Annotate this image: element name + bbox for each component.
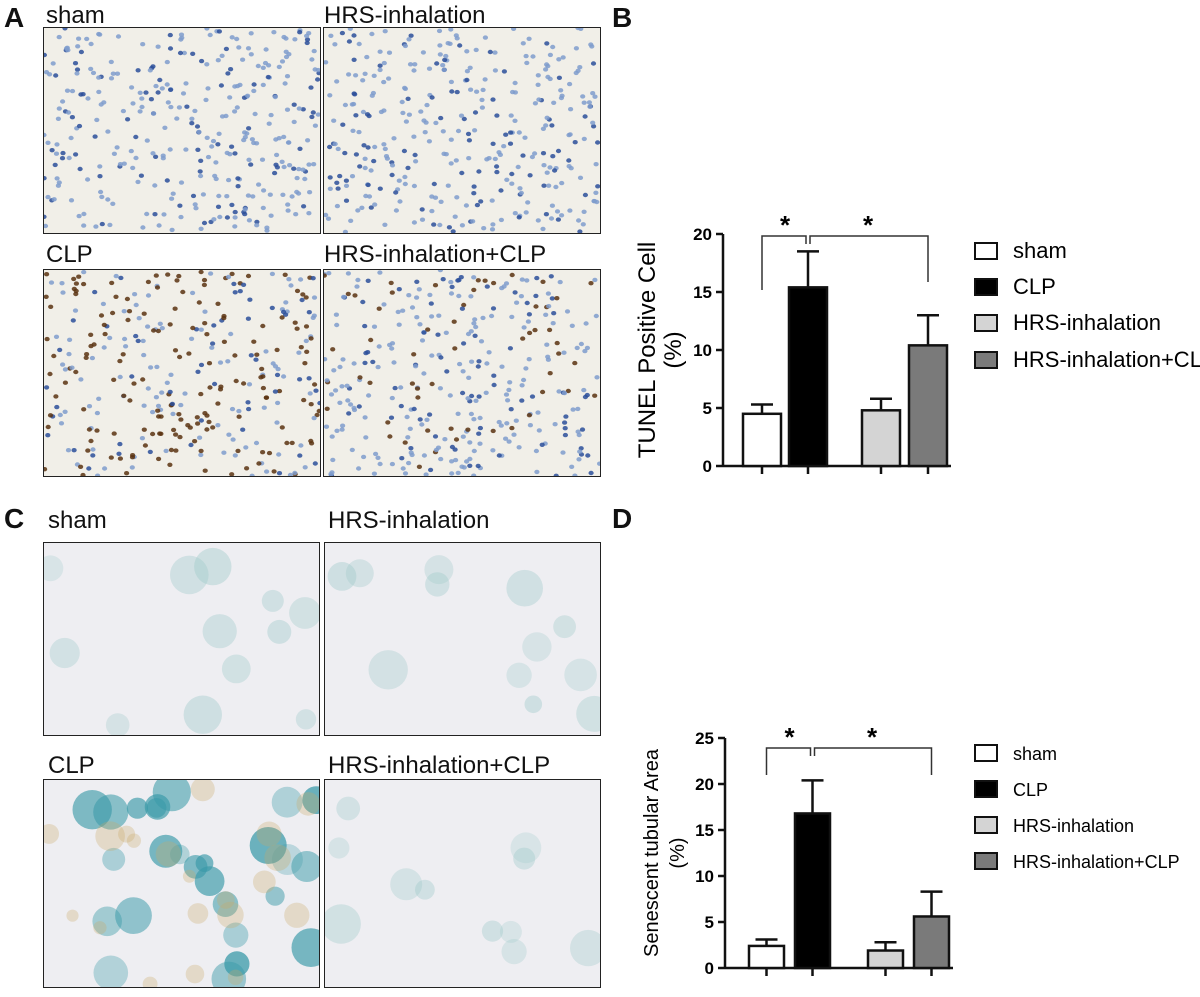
micrograph-a-hrs-clp (323, 269, 601, 477)
d-y-tick-label: 5 (705, 913, 714, 932)
d-legend-label: HRS-inhalation+CLP (1013, 852, 1180, 872)
b-bar-1 (787, 286, 829, 468)
b-y-tick-label: 15 (693, 283, 712, 302)
label-a-hrs: HRS-inhalation (324, 2, 486, 29)
b-y-tick-label: 5 (703, 399, 712, 418)
b-y-tick-label: 10 (693, 341, 712, 360)
b-legend-swatch (974, 351, 998, 369)
panel-letter-a: A (4, 2, 25, 33)
micrograph-c-sham (43, 542, 320, 736)
d-legend-label: sham (1013, 744, 1057, 764)
label-a-hrs-clp: HRS-inhalation+CLP (324, 241, 547, 268)
d-y-tick-label: 15 (695, 821, 714, 840)
b-y-axis-unit: (%) (660, 331, 687, 368)
d-bar-2 (866, 949, 905, 970)
b-legend-label: CLP (1013, 274, 1056, 299)
b-y-tick-label: 20 (693, 225, 712, 244)
micrograph-c-hrs-clp (324, 779, 601, 988)
d-y-tick-label: 20 (695, 775, 714, 794)
d-y-tick-label: 25 (695, 729, 714, 748)
b-bracket-2 (809, 235, 929, 282)
panel-letter-b: B (612, 2, 633, 33)
label-c-sham: sham (48, 507, 107, 534)
micrograph-a-hrs (323, 27, 601, 234)
b-legend-swatch (974, 242, 998, 260)
d-significance-star: * (784, 722, 795, 752)
b-legend-label: HRS-inhalation+CLP (1013, 347, 1200, 372)
d-bar-0 (747, 944, 786, 970)
d-bar-3 (912, 915, 951, 970)
b-bar-3 (907, 344, 949, 468)
b-legend-swatch (974, 314, 998, 332)
b-legend-swatch (974, 278, 998, 296)
d-bracket-2 (813, 747, 933, 775)
b-significance-star: * (780, 210, 791, 240)
d-y-tick-label: 10 (695, 867, 714, 886)
b-bar-2 (860, 409, 902, 468)
micrograph-a-clp (43, 269, 321, 477)
d-y-axis-label: Senescent tubular Area (641, 748, 663, 957)
d-legend-swatch (974, 852, 998, 870)
b-legend-label: sham (1013, 238, 1067, 263)
b-bracket-1 (761, 235, 807, 290)
d-legend-swatch (974, 744, 998, 762)
b-y-tick-label: 0 (703, 457, 712, 476)
d-bracket-1 (765, 747, 812, 775)
d-legend-swatch (974, 816, 998, 834)
b-significance-star: * (863, 210, 874, 240)
micrograph-c-hrs (324, 542, 601, 736)
micrograph-a-sham (43, 27, 321, 234)
d-significance-star: * (867, 722, 878, 752)
panel-letter-c: C (4, 503, 25, 534)
micrograph-c-clp (43, 779, 320, 988)
label-a-clp: CLP (46, 241, 93, 268)
d-legend-swatch (974, 780, 998, 798)
d-y-axis-unit: (%) (667, 837, 689, 868)
label-c-hrs-clp: HRS-inhalation+CLP (328, 752, 551, 779)
b-bar-0 (741, 412, 783, 468)
d-legend-label: CLP (1013, 780, 1048, 800)
panel-letter-d: D (612, 503, 633, 534)
d-y-tick-label: 0 (705, 959, 714, 978)
b-legend-label: HRS-inhalation (1013, 310, 1161, 335)
b-y-axis-label: TUNEL Positive Cell (634, 242, 661, 459)
d-legend-label: HRS-inhalation (1013, 816, 1134, 836)
label-c-clp: CLP (48, 752, 95, 779)
label-a-sham: sham (46, 2, 105, 29)
d-bar-1 (793, 812, 832, 970)
label-c-hrs: HRS-inhalation (328, 507, 490, 534)
